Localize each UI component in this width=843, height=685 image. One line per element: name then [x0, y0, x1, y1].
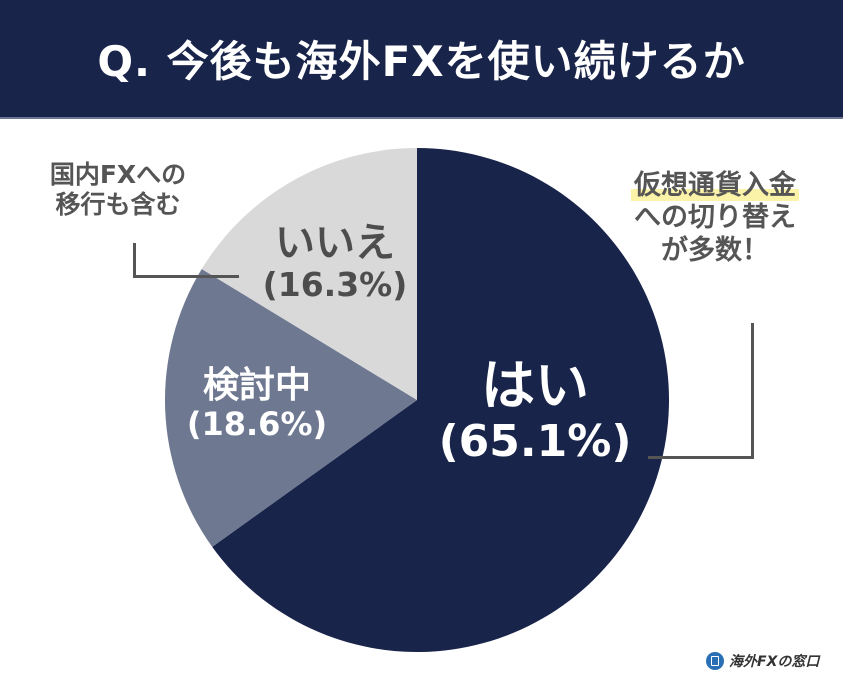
- annotation-line: 移行も含む: [55, 190, 181, 219]
- annotation-line: への切り替え: [634, 202, 796, 234]
- slice-label-yes: はい (65.1%): [430, 354, 640, 468]
- brand-name: 海外FXの窓口: [729, 654, 820, 670]
- slice-name: はい: [481, 354, 589, 417]
- highlighted-text: 仮想通貨入金: [631, 170, 799, 201]
- connector-line-right: [648, 456, 754, 459]
- annotation-line: が多数！: [661, 234, 769, 266]
- brand-logo: 海外FXの窓口: [706, 651, 819, 671]
- slice-label-no: いいえ (16.3%): [250, 220, 420, 304]
- pie-slice: [212, 148, 669, 652]
- slice-percent: (16.3%): [262, 265, 408, 304]
- divider: [0, 117, 843, 119]
- slice-percent: (18.6%): [186, 405, 328, 444]
- slice-name: いいえ: [275, 220, 395, 266]
- annotation-line: 国内FXへの: [49, 160, 187, 189]
- connector-line-left: [133, 243, 136, 277]
- pie-slice: [201, 148, 417, 400]
- connector-line-right: [751, 323, 754, 458]
- pie-slice: [165, 269, 417, 547]
- annotation-right: 仮想通貨入金 への切り替え が多数！: [590, 170, 840, 267]
- title-banner: Q. 今後も海外FXを使い続けるか: [0, 0, 843, 117]
- annotation-left: 国内FXへの 移行も含む: [18, 160, 218, 220]
- connector-line-left: [133, 275, 239, 278]
- slice-name: 検討中: [202, 365, 311, 406]
- slice-label-considering: 検討中 (18.6%): [172, 365, 342, 443]
- window-logo-icon: [706, 652, 724, 670]
- slice-percent: (65.1%): [438, 416, 632, 468]
- page-title: Q. 今後も海外FXを使い続けるか: [97, 37, 746, 86]
